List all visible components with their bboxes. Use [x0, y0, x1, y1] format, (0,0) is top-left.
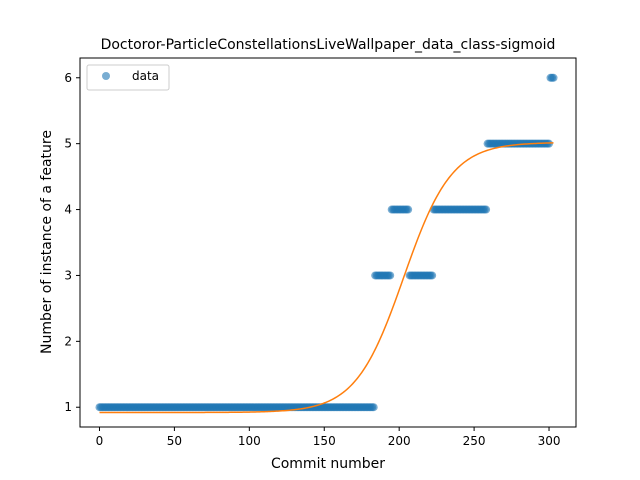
y-tick-label: 3 — [64, 268, 72, 282]
x-tick-label: 100 — [238, 434, 261, 448]
x-axis-label: Commit number — [271, 456, 385, 472]
y-tick-label: 5 — [64, 137, 72, 151]
x-tick-label: 250 — [463, 434, 486, 448]
data-point — [404, 205, 413, 214]
chart-title: Doctoror-ParticleConstellationsLiveWallp… — [101, 37, 556, 53]
data-point — [369, 403, 378, 412]
x-tick-label: 150 — [313, 434, 336, 448]
y-tick-label: 6 — [64, 71, 72, 85]
x-tick-label: 300 — [538, 434, 561, 448]
data-point — [386, 271, 395, 280]
y-axis-label: Number of instance of a feature — [39, 130, 55, 354]
y-tick-label: 4 — [64, 203, 72, 217]
legend-box — [86, 64, 170, 91]
data-point — [482, 205, 491, 214]
x-tick-label: 200 — [388, 434, 411, 448]
x-tick-label: 50 — [167, 434, 182, 448]
legend-label-data: data — [132, 69, 159, 83]
data-point — [549, 73, 558, 82]
data-point — [428, 271, 437, 280]
legend: data — [86, 64, 170, 91]
y-tick-label: 2 — [64, 334, 72, 348]
legend-marker-data — [102, 72, 110, 80]
fit-line — [99, 142, 554, 414]
x-tick-label: 0 — [96, 434, 104, 448]
scatter-points — [95, 73, 558, 412]
plot-frame — [79, 57, 577, 428]
y-tick-label: 1 — [64, 400, 72, 414]
x-axis-ticks: 0 50 100 150 200 250 300 — [96, 427, 561, 448]
y-axis-ticks: 1 2 3 4 5 6 — [64, 71, 80, 414]
